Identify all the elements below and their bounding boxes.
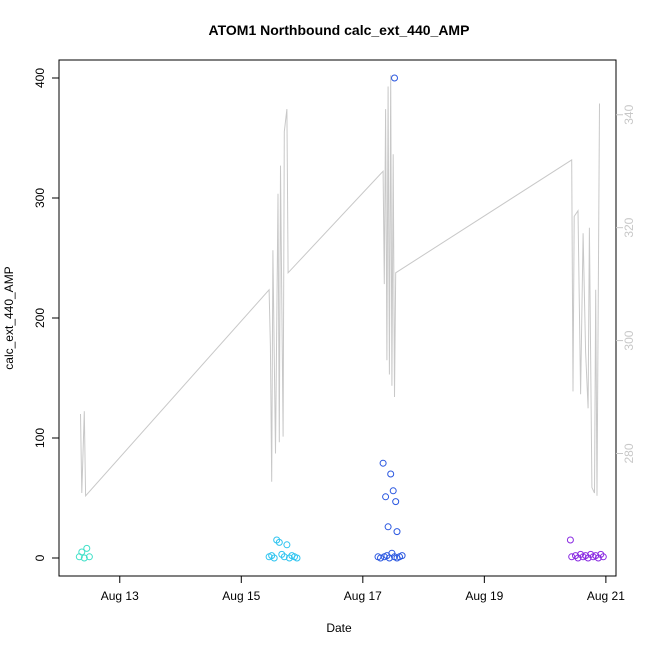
y-axis-label: calc_ext_440_AMP <box>2 266 16 369</box>
y-axis: 0 100 200 300 400 <box>33 68 59 561</box>
data-point <box>389 487 397 495</box>
chart-title: ATOM1 Northbound calc_ext_440_AMP <box>209 22 470 38</box>
data-point <box>391 74 398 82</box>
data-point <box>398 552 406 560</box>
data-point <box>83 544 91 552</box>
data-point <box>568 553 576 561</box>
data-point <box>387 470 395 478</box>
data-point <box>293 554 301 562</box>
data-point <box>377 554 384 562</box>
data-point <box>393 528 401 536</box>
y2-tick-label: 300 <box>622 330 636 350</box>
y-tick-label: 200 <box>33 308 47 328</box>
x-axis-label: Date <box>326 621 352 635</box>
plot-frame <box>58 59 617 577</box>
data-point <box>382 493 390 501</box>
y2-tick-label: 340 <box>622 104 636 124</box>
data-point <box>80 554 88 562</box>
y2-axis: 280 300 320 340 <box>616 104 636 464</box>
x-tick-label: Aug 21 <box>587 589 625 603</box>
data-point <box>275 538 283 546</box>
data-point <box>283 541 291 549</box>
data-point <box>85 553 93 561</box>
x-tick-label: Aug 17 <box>344 589 382 603</box>
x-tick-label: Aug 13 <box>101 589 139 603</box>
y-tick-label: 100 <box>33 428 47 448</box>
y-tick-label: 0 <box>33 554 47 561</box>
y-tick-label: 300 <box>33 188 47 208</box>
data-point <box>78 548 86 556</box>
x-tick-label: Aug 19 <box>465 589 503 603</box>
data-point <box>384 523 392 531</box>
x-tick-label: Aug 15 <box>222 589 260 603</box>
y2-tick-label: 280 <box>622 443 636 463</box>
point-series <box>75 74 607 562</box>
y2-tick-label: 320 <box>622 217 636 237</box>
data-point <box>566 536 574 544</box>
data-point <box>392 498 400 506</box>
data-point <box>270 554 278 562</box>
data-point <box>379 459 387 467</box>
data-point <box>599 553 607 561</box>
x-axis: Aug 13 Aug 15 Aug 17 Aug 19 Aug 21 <box>101 576 625 603</box>
y-tick-label: 400 <box>33 68 47 88</box>
line-series-path <box>80 75 600 498</box>
line-series <box>80 75 600 498</box>
data-point <box>280 553 288 561</box>
